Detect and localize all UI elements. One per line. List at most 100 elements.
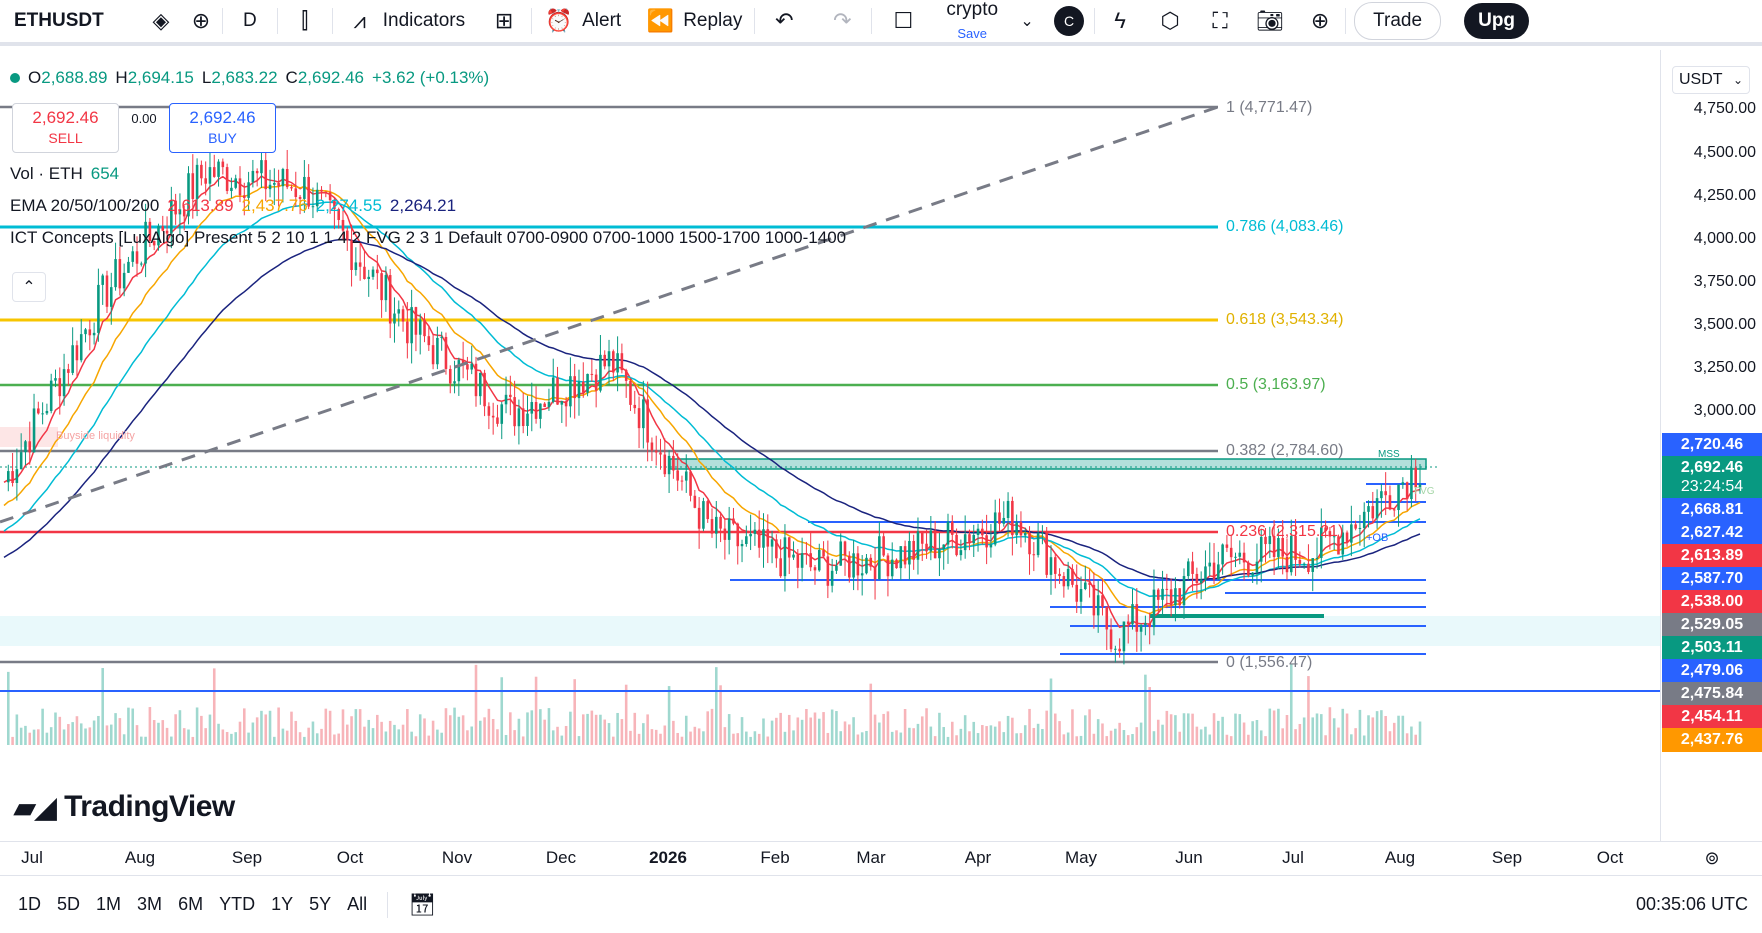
fib-level-label[interactable]: 0.236 (2,315.21) [1226,523,1344,540]
compare-symbol-button[interactable]: ◈ [142,0,180,42]
ema-legend[interactable]: EMA 20/50/100/200 2,613.89 2,437.76 2,27… [10,190,846,222]
candle-body [1195,573,1199,584]
candle-body [393,313,396,324]
ohlc-row[interactable]: O 2,688.89 H 2,694.15 L 2,683.22 C 2,692.46 … [10,62,846,94]
candle-body [809,553,812,568]
volume-bar [418,714,422,745]
fib-level-label[interactable]: 0.382 (2,784.60) [1226,442,1344,459]
price-tag[interactable]: 2,720.46 [1662,433,1762,457]
range-ytd[interactable]: YTD [219,894,256,914]
fib-level-label[interactable]: 0 (1,556.47) [1226,654,1313,671]
ict-legend[interactable]: ICT Concepts [LuxAlgo] Present 5 2 10 1 … [10,222,846,254]
price-tag[interactable]: 2,479.06 [1662,659,1762,683]
candle-body [1071,568,1074,585]
candle-body [191,173,195,199]
fib-level-label[interactable]: 0.5 (3,163.97) [1226,376,1326,393]
time-axis[interactable]: Jul Aug Sep Oct Nov Dec 2026 Feb Mar Apr… [0,841,1762,875]
volume-bar [161,720,165,745]
range-5y[interactable]: 5Y [309,894,332,914]
undo-button[interactable]: ↶ [755,0,813,42]
fullscreen-button[interactable]: ⛶ [1195,0,1245,42]
candle-body [285,169,289,188]
range-5d[interactable]: 5D [57,894,81,914]
candle-body [406,321,409,344]
volume-bar [551,730,555,745]
candle-body [830,570,834,586]
tv-mark-icon: ▰◢ [14,791,57,823]
volume-legend[interactable]: Vol · ETH 654 [10,158,846,190]
range-3m[interactable]: 3M [137,894,163,914]
candle-body [813,567,817,571]
range-1m[interactable]: 1M [96,894,122,914]
tradingview-logo[interactable]: ▰◢ TradingView [14,790,235,824]
price-tag[interactable]: 2,627.42 [1662,521,1762,545]
candle-body [423,319,426,337]
fib-level-label[interactable]: 1 (4,771.47) [1226,99,1313,116]
volume-bar [1015,733,1018,745]
layout-menu-button[interactable]: ⌄ [1010,0,1044,42]
date-range-button[interactable]: 📅︎ [400,892,444,918]
candle-body [431,345,435,365]
layout-name-button[interactable]: crypto Save [934,0,1010,42]
add-symbol-button[interactable]: ⊕ [180,0,222,42]
quick-search-button[interactable]: ϟ [1095,0,1145,42]
time-axis-settings-icon[interactable]: ⊚ [1704,848,1720,868]
volume-bar [646,714,649,745]
ema-50-tag[interactable]: 2,437.76 [1662,728,1762,752]
candle-body [612,351,615,373]
ema-20-tag[interactable]: 2,613.89 [1662,544,1762,568]
volume-bar [1320,714,1323,745]
candle-body [749,533,752,537]
volume-bar [697,728,701,745]
candle-body [882,536,885,556]
indicators-button[interactable]: ⩘ Indicators [333,0,477,42]
templates-button[interactable]: ⊞ [477,0,531,42]
fib-level-label[interactable]: 0.786 (4,083.46) [1226,218,1344,235]
candle-body [1350,524,1353,543]
volume-bar [1182,713,1186,745]
trade-button[interactable]: Trade [1354,2,1442,40]
price-tag[interactable]: 2,668.81 [1662,498,1762,522]
price-tag[interactable]: 2,529.05 [1662,613,1762,637]
candle-body [67,369,70,373]
clock[interactable]: 00:35:06 UTC [1635,894,1748,914]
candle-body [727,518,731,540]
range-1y[interactable]: 1Y [271,894,294,914]
upgrade-button[interactable]: Upg [1464,3,1530,39]
symbol-search[interactable]: ETHUSDT [14,10,104,31]
sell-button[interactable]: 2,692.46 SELL [12,103,119,153]
price-tag[interactable]: 2,503.11 [1662,636,1762,660]
publish-button[interactable]: ⊕ [1295,0,1345,42]
candle-body [1191,561,1194,574]
alert-button[interactable]: ⏰ Alert [532,0,633,42]
buy-button[interactable]: 2,692.46 BUY [169,103,276,153]
layout-button[interactable]: ☐ [872,0,934,42]
range-all[interactable]: All [347,894,368,914]
volume-bar [11,736,14,745]
settings-button[interactable]: ⬡ [1145,0,1195,42]
ema-20-value: 2,613.89 [167,196,234,215]
replay-button[interactable]: ⏪ Replay [633,0,754,42]
fib-level-label[interactable]: 0.618 (3,543.34) [1226,311,1344,328]
volume-bar [1032,727,1036,745]
currency-select[interactable]: USDT ⌄ [1672,66,1750,94]
collapse-legend-button[interactable]: ⌃ [12,272,46,302]
interval-button[interactable]: D [243,10,257,31]
candle-body [45,410,49,414]
price-tag[interactable]: 2,587.70 [1662,567,1762,591]
redo-button[interactable]: ↷ [813,0,871,42]
account-button[interactable]: C [1044,0,1094,42]
volume-bar [1358,709,1362,745]
range-6m[interactable]: 6M [178,894,204,914]
price-tag[interactable]: 2,475.84 [1662,682,1762,706]
chart-type-button[interactable]: ⫿ [278,0,332,42]
snapshot-button[interactable]: 📷︎ [1245,0,1295,42]
candle-body [607,351,611,367]
range-1d[interactable]: 1D [18,894,42,914]
price-tag[interactable]: 2,454.11 [1662,705,1762,729]
divider [754,8,756,34]
price-tag[interactable]: 2,538.00 [1662,590,1762,614]
volume-bar [251,722,255,745]
plus-circle-publish-icon: ⊕ [1310,8,1330,33]
candle-body [500,404,504,424]
